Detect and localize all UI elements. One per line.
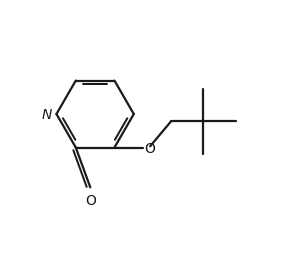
Text: O: O (144, 141, 155, 155)
Text: O: O (85, 193, 96, 207)
Text: N: N (42, 108, 52, 122)
